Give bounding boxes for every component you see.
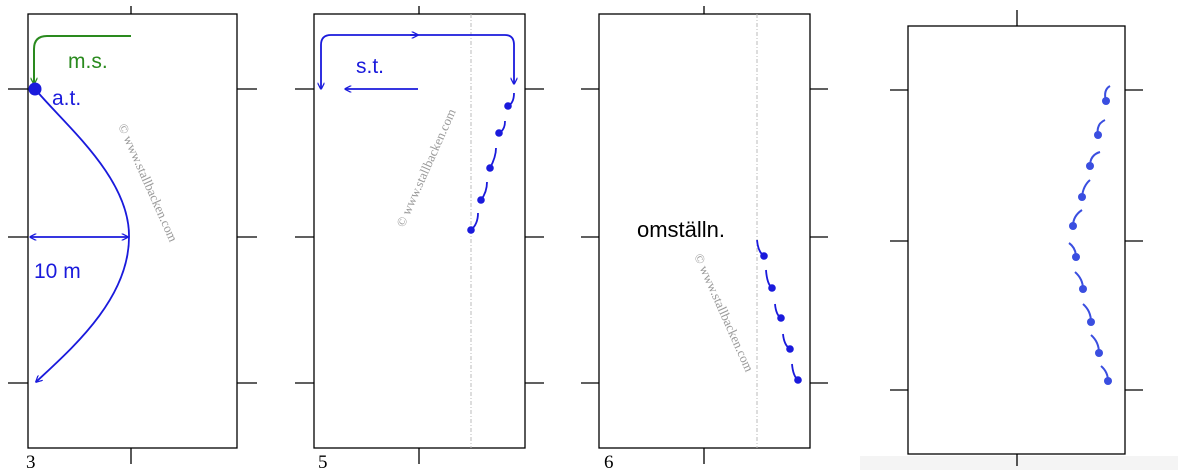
watermark: © www.stallbacken.com [393, 106, 459, 229]
omst-label: omställn. [637, 217, 725, 242]
footstep-markers [467, 92, 515, 234]
panel-3: © www.stallbacken.com omställn. 6 [581, 6, 828, 470]
green-entry-arrow [34, 35, 131, 84]
frame-ticks [890, 10, 1143, 466]
st-label: s.t. [356, 55, 384, 78]
frame-ticks [295, 6, 544, 464]
watermark: © www.stallbacken.com [115, 121, 181, 244]
footstep-markers [756, 239, 802, 384]
bottom-shading [860, 456, 1178, 470]
arena-frame [313, 13, 526, 449]
frame-ticks [581, 6, 828, 464]
frame-ticks [8, 6, 257, 464]
arena-frame [907, 25, 1126, 455]
watermark: © www.stallbacken.com [691, 251, 757, 374]
panel-number: 5 [318, 452, 328, 470]
curved-path [34, 88, 130, 382]
arena-frame [27, 13, 238, 449]
distance-label: 10 m [34, 260, 81, 283]
panel-1: © www.stallbacken.com m.s. a.t. 10 m 3 [8, 6, 257, 470]
at-label: a.t. [52, 87, 81, 110]
panel-number: 6 [604, 452, 614, 470]
panel-number: 3 [26, 452, 36, 470]
panel-2: © www.stallbacken.com s.t. 5 [295, 6, 544, 470]
footstep-markers [1068, 85, 1112, 385]
panel-4 [860, 10, 1178, 470]
outer-track-arrow [321, 34, 514, 89]
ms-label: m.s. [68, 50, 108, 73]
